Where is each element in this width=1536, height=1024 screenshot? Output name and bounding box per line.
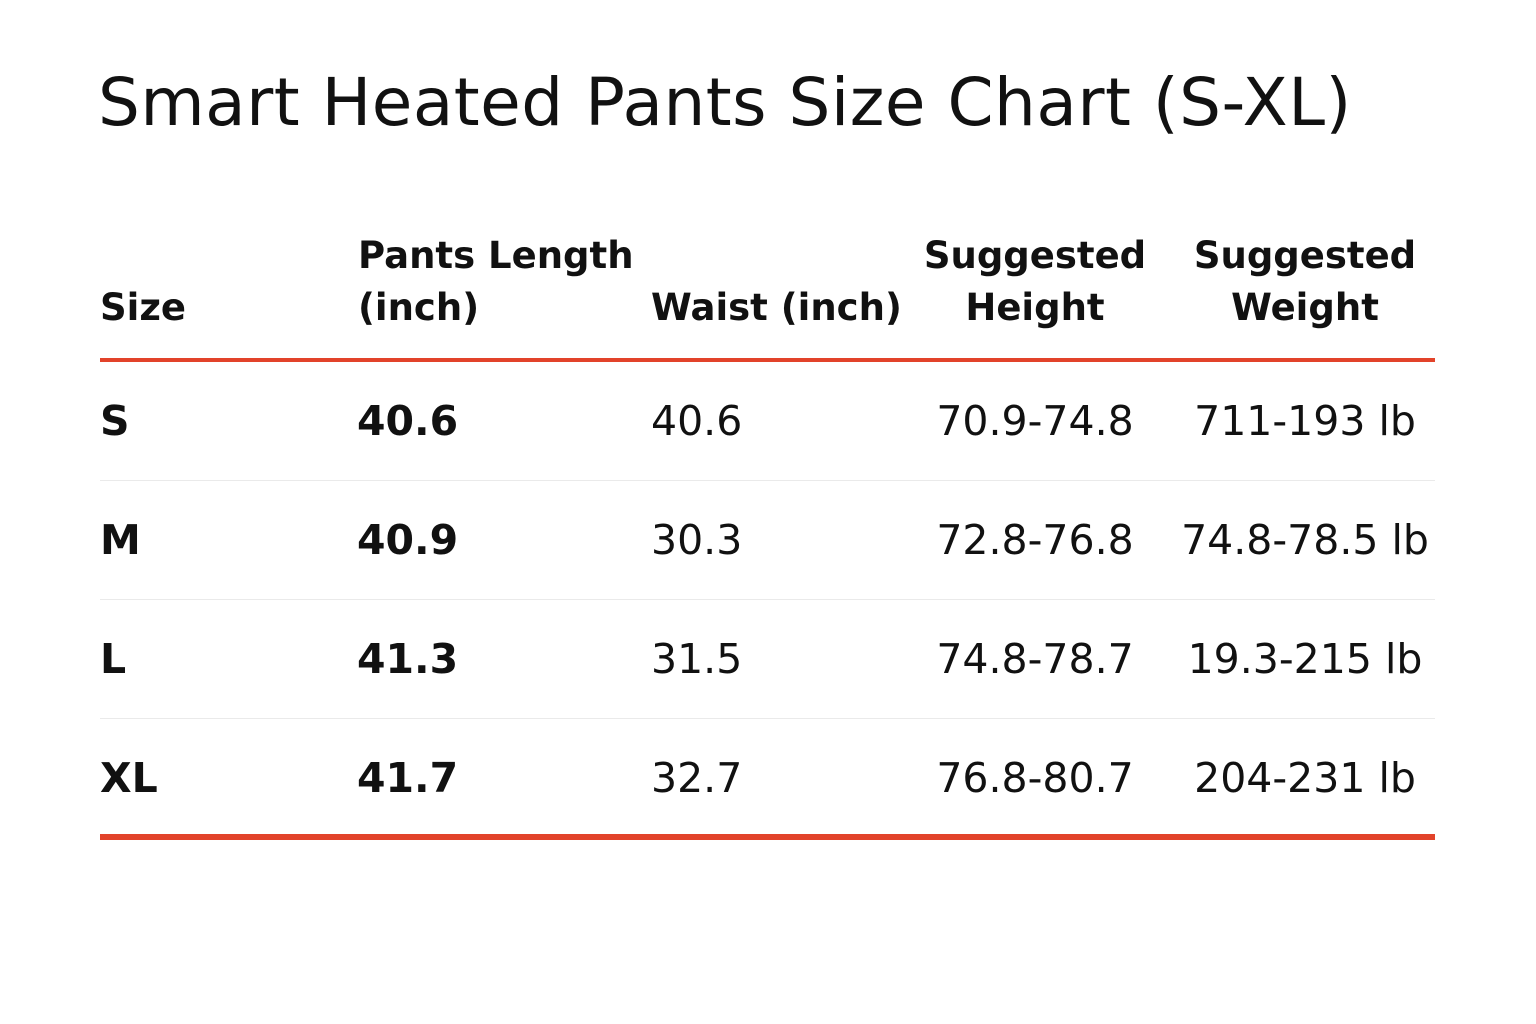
table-row: M 40.9 30.3 72.8-76.8 74.8-78.5 lb	[100, 481, 1435, 600]
cell-waist: 32.7	[651, 754, 743, 802]
header-height-line2: Height	[965, 286, 1105, 329]
cell-weight: 74.8-78.5 lb	[1181, 516, 1429, 564]
table-row: L 41.3 31.5 74.8-78.7 19.3-215 lb	[100, 600, 1435, 719]
cell-length: 40.9	[357, 516, 459, 564]
cell-waist: 31.5	[651, 635, 743, 683]
cell-weight: 204-231 lb	[1194, 754, 1416, 802]
cell-size: S	[100, 397, 130, 445]
cell-length: 40.6	[357, 397, 459, 445]
cell-size: M	[100, 516, 141, 564]
header-size: Size	[100, 286, 186, 329]
cell-weight: 711-193 lb	[1194, 397, 1416, 445]
cell-height: 70.9-74.8	[936, 397, 1134, 445]
cell-height: 76.8-80.7	[936, 754, 1134, 802]
cell-weight: 19.3-215 lb	[1187, 635, 1423, 683]
header-suggested-weight: Suggested Weight	[1160, 230, 1450, 334]
page-title: Smart Heated Pants Size Chart (S-XL)	[98, 64, 1352, 141]
cell-waist: 30.3	[651, 516, 743, 564]
table-row: S 40.6 40.6 70.9-74.8 711-193 lb	[100, 362, 1435, 481]
table-row: XL 41.7 32.7 76.8-80.7 204-231 lb	[100, 719, 1435, 840]
header-pants-length: Pants Length (inch)	[358, 230, 634, 334]
header-height-line1: Suggested	[923, 234, 1147, 277]
cell-length: 41.7	[357, 754, 459, 802]
size-chart-table: Size Pants Length (inch) Waist (inch) Su…	[100, 230, 1435, 840]
header-pants-length-line2: (inch)	[358, 286, 480, 329]
table-header: Size Pants Length (inch) Waist (inch) Su…	[100, 230, 1435, 362]
header-pants-length-line1: Pants Length	[358, 234, 634, 277]
cell-waist: 40.6	[651, 397, 743, 445]
header-waist: Waist (inch)	[651, 286, 902, 329]
cell-size: L	[100, 635, 127, 683]
cell-size: XL	[100, 754, 158, 802]
cell-height: 74.8-78.7	[936, 635, 1134, 683]
cell-height: 72.8-76.8	[936, 516, 1134, 564]
cell-length: 41.3	[357, 635, 459, 683]
header-weight-line1: Suggested	[1193, 234, 1417, 277]
header-suggested-height: Suggested Height	[890, 230, 1180, 334]
header-weight-line2: Weight	[1231, 286, 1379, 329]
